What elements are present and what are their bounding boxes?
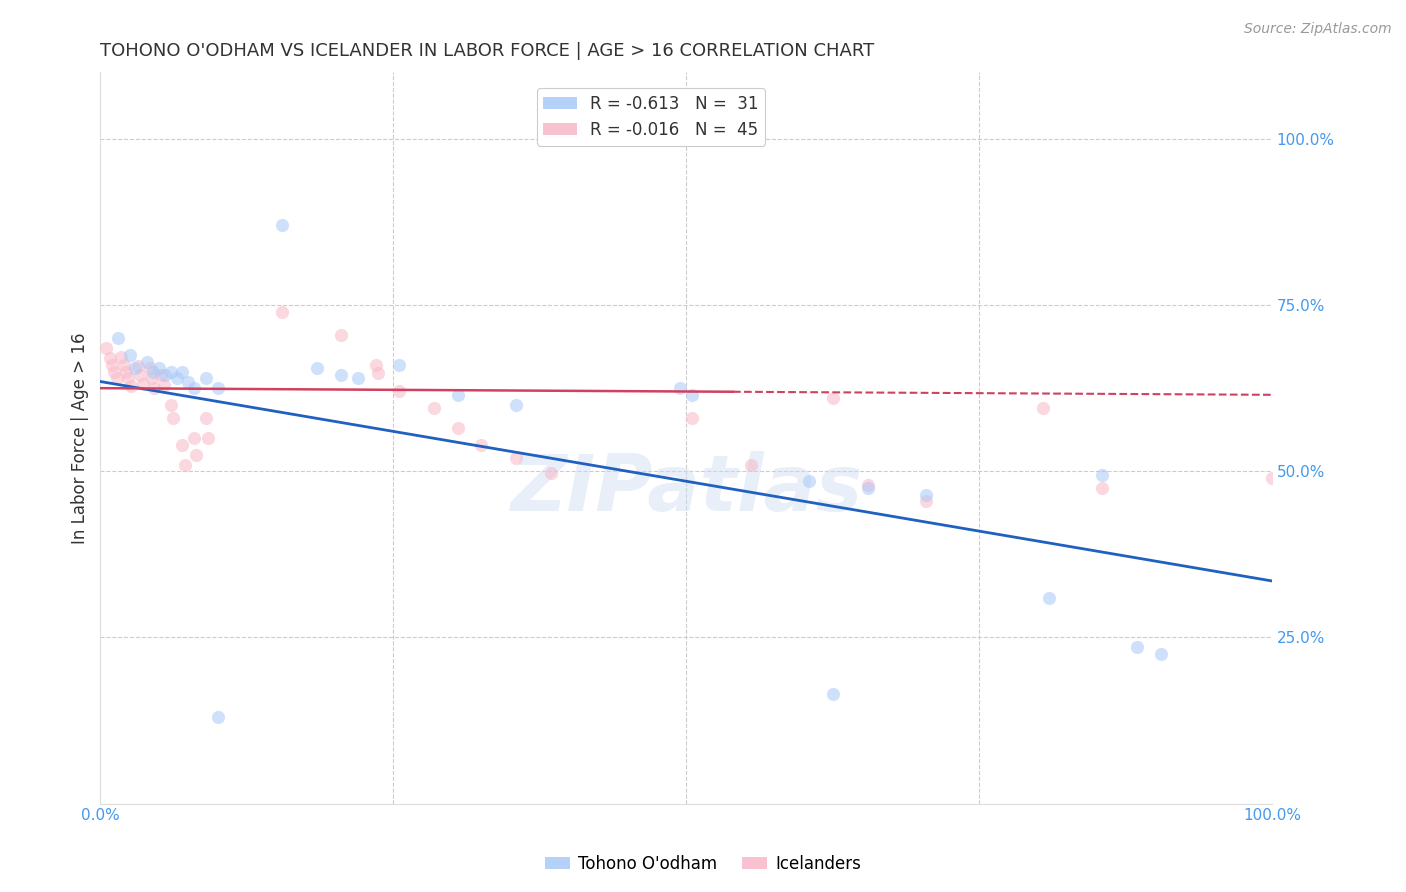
Point bbox=[150, 368, 173, 382]
Point bbox=[153, 368, 176, 382]
Point bbox=[117, 371, 139, 385]
Point bbox=[423, 401, 446, 416]
Point bbox=[194, 371, 217, 385]
Point bbox=[470, 438, 492, 452]
Point bbox=[101, 358, 124, 372]
Point bbox=[148, 361, 170, 376]
Point bbox=[107, 331, 129, 345]
Point bbox=[166, 371, 188, 385]
Point bbox=[329, 368, 352, 382]
Point bbox=[159, 365, 181, 379]
Point bbox=[207, 710, 229, 724]
Point bbox=[136, 354, 159, 368]
Point bbox=[197, 431, 219, 445]
Text: ZIPatlas: ZIPatlas bbox=[510, 451, 862, 527]
Point bbox=[540, 466, 562, 480]
Point bbox=[347, 371, 370, 385]
Point bbox=[177, 375, 200, 389]
Point bbox=[447, 388, 470, 402]
Text: Source: ZipAtlas.com: Source: ZipAtlas.com bbox=[1244, 22, 1392, 37]
Point bbox=[271, 219, 294, 233]
Point bbox=[103, 365, 125, 379]
Point bbox=[505, 398, 527, 412]
Point bbox=[138, 361, 160, 376]
Point bbox=[142, 365, 165, 379]
Point bbox=[141, 371, 163, 385]
Point bbox=[307, 361, 329, 376]
Point bbox=[194, 411, 217, 425]
Point bbox=[118, 348, 141, 362]
Point bbox=[669, 381, 692, 395]
Point bbox=[110, 350, 132, 364]
Point bbox=[162, 411, 184, 425]
Point bbox=[172, 365, 194, 379]
Point bbox=[207, 381, 229, 395]
Point bbox=[505, 450, 527, 465]
Point bbox=[1261, 471, 1284, 485]
Point bbox=[183, 431, 205, 445]
Point bbox=[1038, 591, 1060, 605]
Point bbox=[388, 384, 411, 399]
Point bbox=[271, 304, 294, 318]
Point bbox=[98, 351, 121, 366]
Point bbox=[388, 358, 411, 372]
Point bbox=[1091, 467, 1114, 482]
Point bbox=[740, 458, 762, 472]
Point bbox=[124, 361, 146, 376]
Point bbox=[1126, 640, 1149, 655]
Point bbox=[1091, 481, 1114, 495]
Legend: R = -0.613   N =  31, R = -0.016   N =  45: R = -0.613 N = 31, R = -0.016 N = 45 bbox=[537, 88, 765, 145]
Legend: Tohono O'odham, Icelanders: Tohono O'odham, Icelanders bbox=[538, 848, 868, 880]
Point bbox=[131, 376, 153, 391]
Point bbox=[856, 481, 879, 495]
Point bbox=[129, 368, 152, 382]
Point bbox=[115, 365, 138, 379]
Point bbox=[173, 458, 195, 472]
Point bbox=[183, 381, 205, 395]
Point bbox=[186, 448, 208, 462]
Text: TOHONO O'ODHAM VS ICELANDER IN LABOR FORCE | AGE > 16 CORRELATION CHART: TOHONO O'ODHAM VS ICELANDER IN LABOR FOR… bbox=[100, 42, 875, 60]
Point bbox=[367, 366, 389, 380]
Point bbox=[364, 358, 387, 372]
Point bbox=[127, 359, 149, 374]
Point bbox=[681, 411, 703, 425]
Point bbox=[96, 341, 118, 355]
Point bbox=[821, 687, 844, 701]
Point bbox=[856, 477, 879, 491]
Point bbox=[1032, 401, 1054, 416]
Point bbox=[329, 328, 352, 343]
Point bbox=[681, 388, 703, 402]
Point bbox=[143, 381, 166, 395]
Point bbox=[172, 438, 194, 452]
Point bbox=[821, 391, 844, 405]
Point bbox=[112, 358, 135, 372]
Y-axis label: In Labor Force | Age > 16: In Labor Force | Age > 16 bbox=[72, 333, 89, 544]
Point bbox=[105, 371, 128, 385]
Point bbox=[915, 487, 938, 501]
Point bbox=[447, 421, 470, 435]
Point bbox=[797, 474, 820, 488]
Point bbox=[915, 494, 938, 508]
Point bbox=[1149, 647, 1171, 661]
Point bbox=[120, 379, 142, 393]
Point bbox=[159, 398, 181, 412]
Point bbox=[152, 377, 174, 392]
